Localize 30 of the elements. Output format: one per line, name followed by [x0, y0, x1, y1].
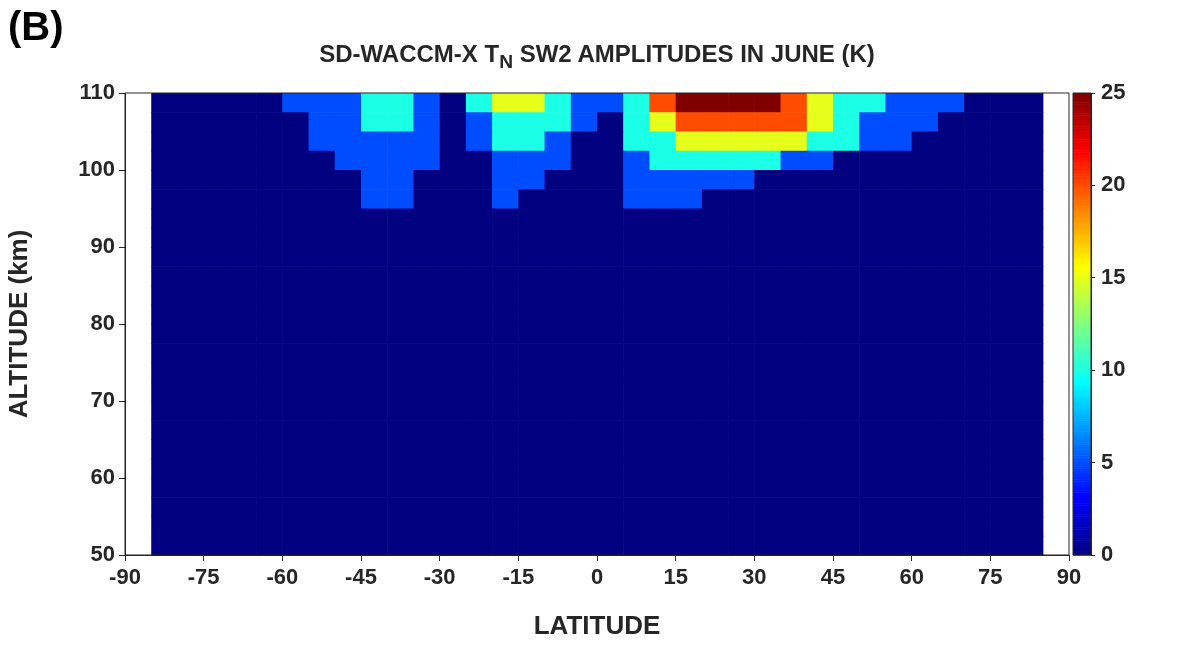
x-tick-label: -15 [502, 564, 535, 590]
y-tick-label: 90 [90, 233, 115, 259]
color-bar-label: 10 [1101, 356, 1126, 382]
y-tick-label: 110 [79, 79, 115, 105]
y-axis-title: ALTITUDE (km) [2, 229, 33, 419]
color-bar-label: 5 [1101, 448, 1114, 474]
color-bar-label: 20 [1101, 171, 1126, 197]
y-tick-label: 50 [90, 541, 115, 567]
x-tick-label: -75 [187, 564, 220, 590]
x-axis-title: LATITUDE [533, 609, 661, 640]
x-tick-label: -30 [423, 564, 456, 590]
y-tick-label: 70 [90, 387, 115, 413]
x-tick-label: -90 [109, 564, 141, 590]
color-bar-label: 0 [1101, 541, 1114, 567]
x-tick-label: -60 [266, 564, 299, 590]
x-tick-label: 75 [978, 564, 1003, 590]
x-tick-label: 90 [1056, 564, 1082, 590]
chart-title: SD-WACCM-X T$_{N}$ SW2 AMPLITUDES IN JUNE (K) [318, 40, 876, 73]
color-bar-label: 25 [1101, 79, 1126, 105]
x-tick-label: 30 [742, 564, 767, 590]
x-tick-label: 15 [663, 564, 688, 590]
color-bar-label: 15 [1101, 263, 1126, 289]
x-tick-label: 45 [820, 564, 846, 590]
y-tick-label: 80 [90, 310, 115, 336]
text: (B) [8, 4, 64, 49]
x-tick-label: 60 [899, 564, 924, 590]
x-tick-label: -45 [345, 564, 377, 590]
x-tick-label: 0 [590, 564, 604, 590]
y-tick-label: 100 [78, 156, 115, 182]
y-tick-label: 60 [90, 464, 115, 490]
